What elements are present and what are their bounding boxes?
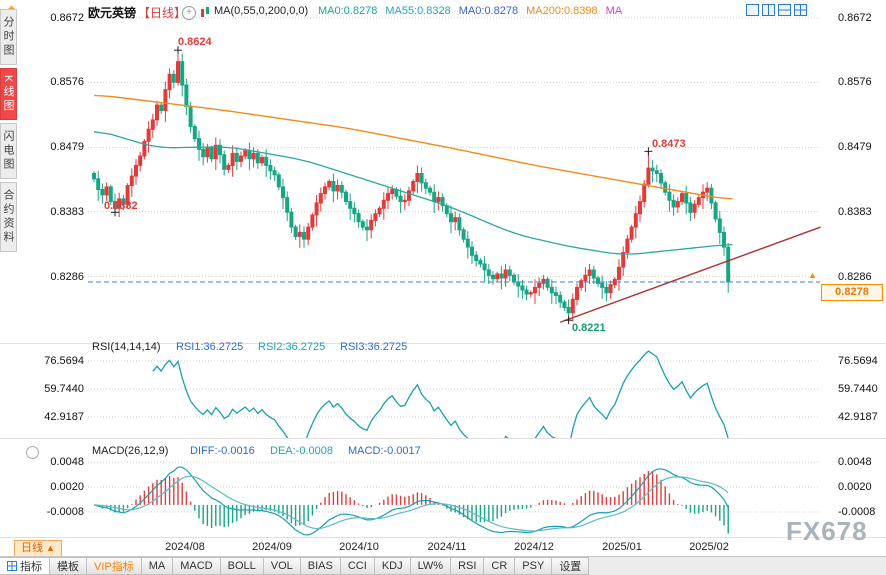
expand-icon[interactable]: + — [182, 6, 196, 20]
symbol-title: 欧元英镑 — [88, 6, 137, 20]
sidebar-tab-分时图[interactable]: 分时图 — [0, 9, 17, 65]
toolbar-item-LW%[interactable]: LW% — [409, 557, 452, 575]
macd-macd-value: MACD:-0.0017 — [348, 445, 421, 457]
sidebar-tab-闪电图[interactable]: 闪电图 — [0, 123, 17, 180]
toolbar-item-BOLL[interactable]: BOLL — [219, 557, 264, 575]
panel-separator — [0, 537, 886, 538]
period-select-button[interactable]: 日线 ▲ — [14, 540, 62, 557]
chart-type-sidebar: 分时图 K线图闪电图合约资料 — [0, 9, 17, 253]
ma-legend-value: MA0:0.8278 — [458, 5, 519, 17]
layout-grid-icon[interactable] — [794, 4, 807, 16]
ma-legend-value: MA0:0.8278 — [318, 5, 378, 17]
window-layout-icons — [746, 4, 807, 16]
toolbar-item-模板[interactable]: 模板 — [49, 557, 87, 575]
current-price-badge: 0.8278 — [821, 284, 883, 301]
up-triangle-icon: ▲ — [46, 543, 55, 553]
toolbar-item-CCI[interactable]: CCI — [339, 557, 375, 575]
period-select-label: 日线 — [21, 542, 43, 554]
macd-title: MACD(26,12,9) — [92, 445, 169, 457]
price-chart-canvas — [88, 17, 821, 536]
layout-split-vertical-icon[interactable] — [762, 4, 775, 16]
ma-legend-value: MA200:0.8398 — [526, 5, 598, 17]
annotation-low-0.8221: 0.8221 — [572, 322, 606, 334]
annotation-high-0.8473: 0.8473 — [652, 138, 686, 150]
ma-candles-icon[interactable] — [200, 7, 210, 18]
indicator-grid-icon — [7, 561, 17, 571]
rsi1-value: RSI1:36.2725 — [176, 341, 244, 353]
toolbar-item-RSI[interactable]: RSI — [450, 557, 485, 575]
toolbar-item-KDJ[interactable]: KDJ — [373, 557, 411, 575]
toolbar-item-VOL[interactable]: VOL — [262, 557, 301, 575]
toolbar-item-指标[interactable]: 指标 — [0, 557, 50, 575]
rsi2-value: RSI2:36.2725 — [258, 341, 326, 353]
toolbar-item-PSY[interactable]: PSY — [514, 557, 553, 575]
toolbar-item-MA[interactable]: MA — [140, 557, 174, 575]
current-price-arrow-icon: ▲ — [808, 270, 817, 280]
rsi3-value: RSI3:36.2725 — [340, 341, 408, 353]
toolbar-item-设置[interactable]: 设置 — [551, 557, 590, 575]
panel-separator — [0, 438, 886, 439]
toolbar-item-VIP指标[interactable]: VIP指标 — [86, 557, 142, 575]
ma-settings-label[interactable]: MA(0,55,0,200,0,0) — [214, 5, 309, 17]
layout-split-horizontal-icon[interactable] — [778, 4, 791, 16]
annotation-high-0.8624: 0.8624 — [178, 36, 212, 48]
period-indicator: 【日线】 — [138, 6, 187, 20]
panel-separator — [0, 343, 886, 344]
toolbar-item-CR[interactable]: CR — [483, 557, 516, 575]
ma-values-legend: MA0:0.8278 MA55:0.8328 MA0:0.8278 MA200:0.8… — [318, 5, 630, 17]
rsi-title: RSI(14,14,14) — [92, 341, 161, 353]
sidebar-tab-合约资料[interactable]: 合约资料 — [0, 182, 17, 253]
macd-panel-icon[interactable] — [26, 446, 39, 459]
indicator-toolbar: 指标 模板 VIP指标 MA MACD BOLL VOL BIAS CCI KDJ LW% RSI CR… — [0, 556, 886, 575]
sidebar-tab-K线图[interactable]: K线图 — [0, 68, 17, 121]
toolbar-item-BIAS[interactable]: BIAS — [299, 557, 341, 575]
macd-diff-value: DIFF:-0.0016 — [190, 445, 255, 457]
layout-single-icon[interactable] — [746, 4, 759, 16]
macd-dea-value: DEA:-0.0008 — [270, 445, 333, 457]
toolbar-item-MACD[interactable]: MACD — [172, 557, 221, 575]
ma-legend-value: MA — [605, 5, 623, 17]
ma-legend-value: MA55:0.8328 — [385, 5, 451, 17]
annotation-low-0.8382: 0.8382 — [104, 200, 138, 212]
watermark: FX678 — [786, 516, 868, 546]
